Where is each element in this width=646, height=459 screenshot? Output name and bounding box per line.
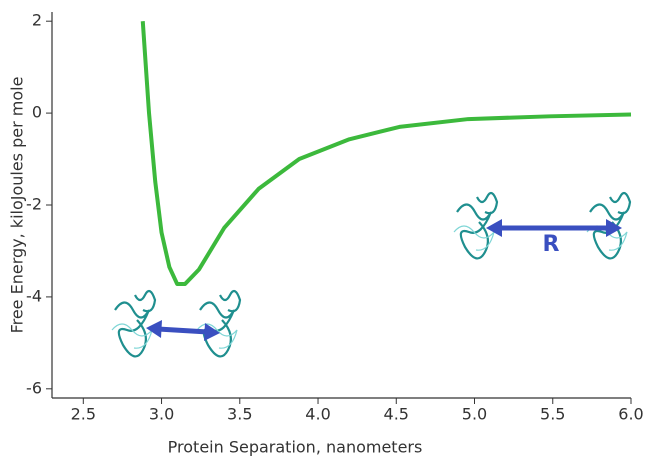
y-axis-label: Free Energy, kiloJoules per mole [8, 77, 27, 334]
y-tick-label: 2 [32, 11, 42, 30]
y-tick-label: -4 [26, 286, 42, 305]
x-tick-label: 5.5 [540, 405, 565, 424]
x-tick-label: 3.0 [149, 405, 174, 424]
arrows [146, 219, 622, 341]
line-series [140, 21, 632, 287]
x-tick-label: 6.0 [618, 405, 643, 424]
annotation: R [543, 232, 560, 257]
y-tick-label: 0 [32, 103, 42, 122]
x-axis-label: Protein Separation, nanometers [168, 438, 423, 457]
x-tick-label: 3.5 [227, 405, 252, 424]
y-tick-label: -2 [26, 195, 42, 214]
x-tick-label: 4.0 [305, 405, 330, 424]
y-tick-label: -6 [26, 378, 42, 397]
x-tick-label: 2.5 [71, 405, 96, 424]
x-tick-label: 5.0 [462, 405, 487, 424]
x-tick-label: 4.5 [384, 405, 409, 424]
